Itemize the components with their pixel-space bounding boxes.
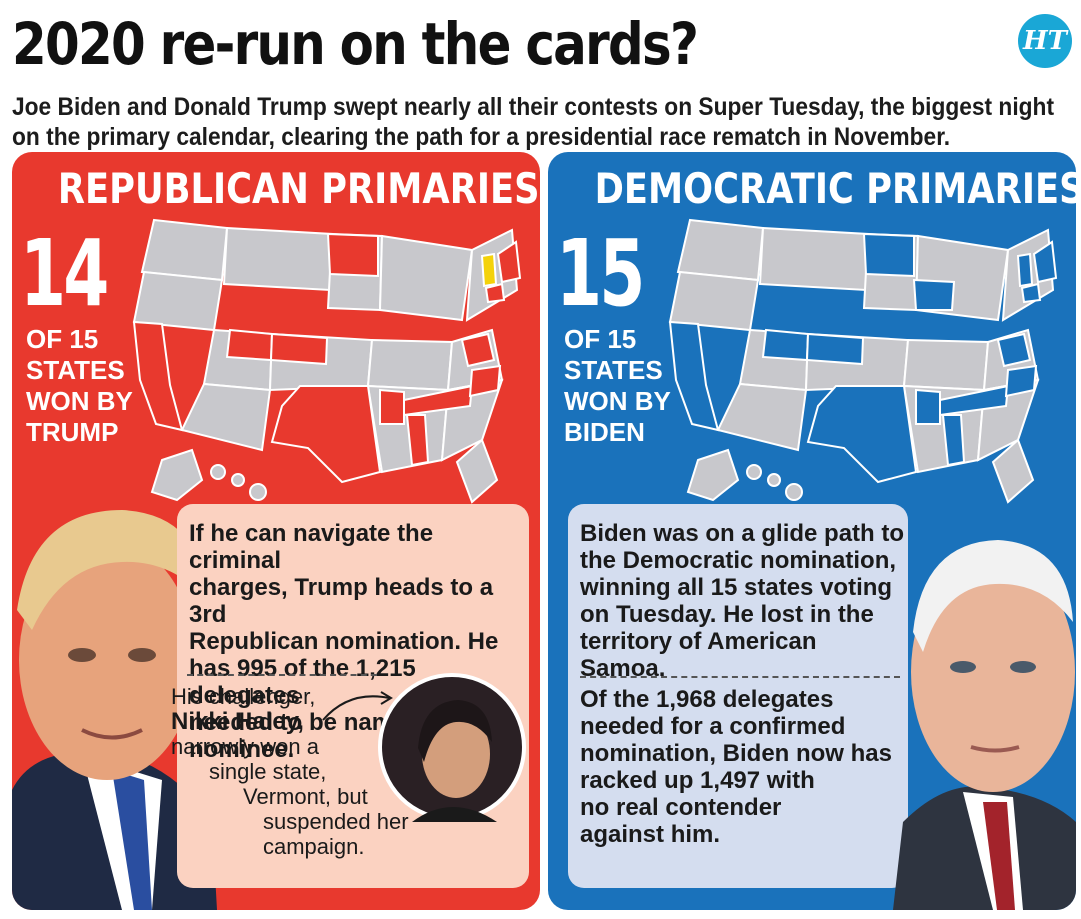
headline: 2020 re-run on the cards? <box>12 10 699 78</box>
text-line: the Democratic nomination, <box>580 547 897 574</box>
map-trump-states <box>132 232 522 484</box>
democratic-count-caption: OF 15 STATES WON BY BIDEN <box>564 324 714 448</box>
caption-line: OF 15 <box>564 324 637 354</box>
biden-photo <box>893 540 1076 910</box>
arrow-icon <box>322 691 393 721</box>
republican-title: REPUBLICAN PRIMARIES <box>57 164 540 213</box>
text-line: has 995 of the 1,215 delegates <box>189 655 416 709</box>
republican-text-box: If he can navigate the criminal charges,… <box>171 504 529 888</box>
caption-line: BIDEN <box>564 417 645 447</box>
republican-us-map <box>132 218 522 504</box>
text-line: Republican nomination. He <box>189 628 499 655</box>
democratic-us-map <box>668 218 1058 504</box>
text-line: Biden was on a glide path to <box>580 520 905 547</box>
vermont-haley-state <box>480 252 498 288</box>
republican-states-count: 14 <box>20 220 109 327</box>
divider <box>580 676 900 678</box>
republican-panel: REPUBLICAN PRIMARIES 14 OF 15 STATES WON… <box>12 152 540 910</box>
text-line: winning all 15 states voting <box>580 574 893 601</box>
haley-photo <box>378 673 526 822</box>
text-line: needed for a confirmed <box>580 713 846 740</box>
democratic-states-count: 15 <box>556 220 645 327</box>
haley-line: narrowly won a <box>171 734 319 759</box>
text-line: nomination, Biden now has <box>580 740 892 767</box>
caption-line: WON BY <box>564 386 671 416</box>
democratic-panel: DEMOCRATIC PRIMARIES 15 OF 15 STATES WON… <box>548 152 1076 910</box>
text-line: racked up 1,497 with <box>580 767 815 794</box>
text-line: If he can navigate the criminal <box>189 520 434 574</box>
biden-delegates: Of the 1,968 delegates needed for a conf… <box>580 686 892 848</box>
biden-summary: Biden was on a glide path to the Democra… <box>580 520 908 682</box>
caption-line: STATES <box>26 355 125 385</box>
text-line: charges, Trump heads to a 3rd <box>189 574 494 628</box>
caption-line: STATES <box>564 355 663 385</box>
caption-line: OF 15 <box>26 324 99 354</box>
haley-caption: His challenger, Nikki Haley, narrowly wo… <box>171 684 409 859</box>
haley-name: Nikki Haley, <box>171 708 304 735</box>
haley-line: Vermont, but <box>243 784 368 809</box>
caption-line: TRUMP <box>26 417 119 447</box>
subhead: Joe Biden and Donald Trump swept nearly … <box>12 93 1055 151</box>
republican-count-caption: OF 15 STATES WON BY TRUMP <box>26 324 176 448</box>
text-line: on Tuesday. He lost in the <box>580 601 874 628</box>
map-biden-states <box>668 232 1058 484</box>
ht-logo: HT <box>1018 14 1072 68</box>
democratic-text-box: Biden was on a glide path to the Democra… <box>568 504 908 888</box>
text-line: against him. <box>580 821 721 848</box>
haley-line: single state, <box>209 759 327 784</box>
haley-line: suspended her <box>263 809 409 834</box>
divider <box>187 674 377 676</box>
text-line: no real contender <box>580 794 782 821</box>
democratic-title: DEMOCRATIC PRIMARIES <box>594 164 1076 213</box>
caption-line: WON BY <box>26 386 133 416</box>
text-line: Of the 1,968 delegates <box>580 686 834 713</box>
trump-photo <box>12 510 217 910</box>
haley-line: campaign. <box>263 834 365 859</box>
haley-line: His challenger, <box>171 684 316 709</box>
text-line: territory of American Samoa. <box>580 628 817 682</box>
